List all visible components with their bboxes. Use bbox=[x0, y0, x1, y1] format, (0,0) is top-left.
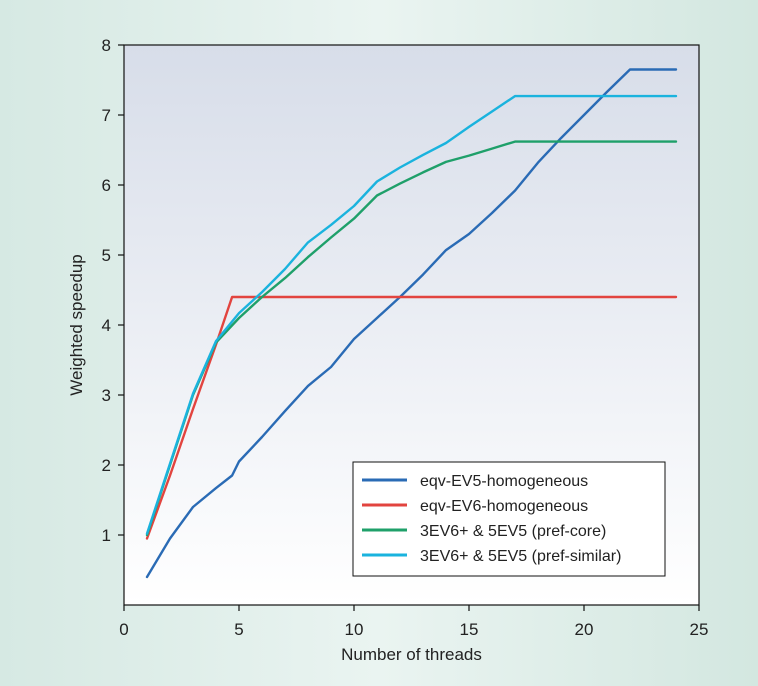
legend-label: eqv-EV6-homogeneous bbox=[420, 498, 588, 515]
legend-label: 3EV6+ & 5EV5 (pref-similar) bbox=[420, 548, 621, 565]
x-tick-label: 20 bbox=[575, 620, 594, 639]
x-tick-label: 10 bbox=[345, 620, 364, 639]
legend-label: 3EV6+ & 5EV5 (pref-core) bbox=[420, 523, 606, 540]
x-axis-ticks: 0 5 10 15 20 25 bbox=[119, 605, 708, 639]
y-tick-label: 8 bbox=[102, 36, 111, 55]
x-tick-label: 5 bbox=[234, 620, 243, 639]
x-tick-label: 15 bbox=[460, 620, 479, 639]
series-line-3 bbox=[145, 140, 678, 537]
legend: eqv-EV5-homogeneous eqv-EV6-homogeneous 3E… bbox=[352, 461, 666, 577]
x-tick-label: 25 bbox=[690, 620, 709, 639]
y-tick-label: 7 bbox=[102, 106, 111, 125]
series-line-2 bbox=[145, 295, 678, 540]
y-tick-label: 1 bbox=[102, 526, 111, 545]
series-lines bbox=[145, 68, 678, 579]
y-tick-label: 6 bbox=[102, 176, 111, 195]
series-line-4 bbox=[145, 94, 678, 535]
legend-label: eqv-EV5-homogeneous bbox=[420, 473, 588, 490]
y-axis-label: Weighted speedup bbox=[67, 254, 86, 395]
y-tick-label: 3 bbox=[102, 386, 111, 405]
y-tick-label: 5 bbox=[102, 246, 111, 265]
x-tick-label: 0 bbox=[119, 620, 128, 639]
y-axis-ticks: 1 2 3 4 5 6 7 8 bbox=[102, 36, 124, 545]
y-tick-label: 4 bbox=[102, 316, 111, 335]
y-tick-label: 2 bbox=[102, 456, 111, 475]
x-axis-label: Number of threads bbox=[341, 645, 482, 664]
